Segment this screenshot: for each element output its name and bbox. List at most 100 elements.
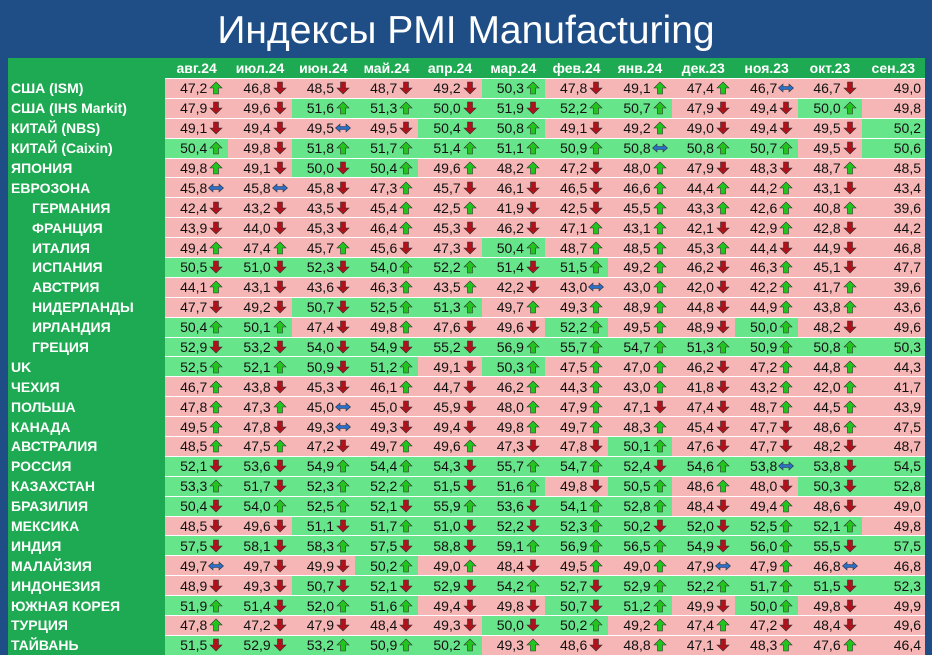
trend-arrow — [842, 320, 857, 334]
cell: 51,0 — [418, 515, 482, 536]
cell: 44,2 — [734, 177, 799, 198]
arrow-shape — [209, 300, 224, 314]
row: ИНДОНЕЗИЯ 48,9 49,3 50,7 52,1 52,9 54,2 52,7 52,… — [8, 575, 925, 596]
cell-value: 49,6 — [433, 438, 461, 455]
arrow-shape — [462, 519, 477, 533]
cell: 53,2 — [228, 336, 292, 357]
cell: 49,3 — [418, 615, 482, 636]
arrow-shape — [462, 261, 477, 274]
trend-arrow — [589, 241, 604, 254]
cell-value: 44,1 — [180, 279, 208, 296]
arrow-shape — [526, 400, 540, 413]
cell: 50,4 — [165, 316, 229, 338]
arrow-shape — [336, 519, 350, 533]
row: ЮЖНАЯ КОРЕЯ 51,9 51,4 52,0 51,6 49,4 49,8 50,7 5… — [8, 595, 925, 616]
cell: 50,9 — [354, 634, 419, 655]
cell-value: 49,2 — [623, 259, 651, 276]
arrow-shape — [399, 201, 414, 215]
cell: 51,6 — [291, 97, 355, 119]
trend-arrow — [272, 221, 287, 235]
arrow-shape — [652, 201, 667, 215]
trend-arrow — [209, 380, 224, 394]
arrow-shape — [336, 459, 350, 473]
trend-arrow — [652, 340, 667, 354]
cell: 44,5 — [798, 396, 862, 417]
trend-arrow — [526, 420, 540, 433]
cell-value: 47,2 — [180, 80, 208, 97]
trend-arrow — [399, 320, 414, 334]
cell: 54,9 — [354, 336, 419, 357]
arrow-shape — [336, 619, 350, 632]
arrow-shape — [716, 639, 730, 652]
arrow-shape — [399, 559, 414, 573]
trend-arrow — [779, 261, 794, 274]
cell-value: 47,6 — [686, 438, 714, 455]
cell: 49,8 — [798, 595, 862, 616]
cell: 51,8 — [291, 137, 355, 159]
arrow-shape — [209, 241, 224, 254]
trend-arrow — [336, 459, 350, 473]
arrow-shape — [336, 201, 350, 215]
arrow-shape — [779, 599, 794, 612]
cell-value: 40,8 — [813, 199, 841, 216]
arrow-shape — [779, 400, 794, 413]
cell-value: 50,4 — [180, 140, 208, 157]
cell: 42,6 — [734, 197, 799, 218]
cell-value: 50,9 — [306, 358, 334, 375]
arrow-shape — [842, 539, 857, 553]
arrow-shape — [842, 599, 857, 613]
cell-value: 44,9 — [750, 299, 778, 316]
trend-arrow — [526, 300, 540, 314]
arrow-shape — [462, 619, 477, 632]
trend-arrow — [399, 340, 414, 354]
trend-arrow — [842, 599, 857, 613]
cell: 43,2 — [734, 376, 799, 397]
trend-arrow — [526, 360, 540, 374]
cell: 47,9 — [671, 555, 735, 576]
cell-value: 51,1 — [306, 518, 334, 535]
cell: 43,1 — [228, 276, 292, 298]
cell-value: 49,3 — [243, 577, 271, 594]
cell: 43,0 — [608, 376, 672, 397]
arrow-shape — [652, 619, 667, 632]
cell: 55,5 — [798, 535, 862, 556]
column-header: апр.24 — [418, 58, 482, 79]
cell: 49,3 — [354, 416, 419, 437]
arrow-shape — [652, 579, 667, 593]
trend-arrow — [209, 539, 224, 553]
arrow-shape — [652, 320, 667, 334]
trend-arrow — [399, 121, 414, 135]
cell: 45,8 — [228, 177, 292, 198]
cell: 49,7 — [165, 555, 229, 576]
cell: 49,9 — [291, 555, 355, 576]
arrow-shape — [652, 499, 667, 513]
trend-arrow — [209, 340, 224, 354]
trend-arrow — [209, 121, 224, 135]
cell-value: 55,5 — [813, 537, 841, 554]
cell: 48,5 — [291, 78, 355, 99]
cell-value: 52,7 — [560, 577, 588, 594]
cell-value: 56,9 — [496, 339, 524, 356]
arrow-shape — [209, 121, 224, 135]
arrow-shape — [526, 519, 540, 533]
cell-value: 48,5 — [623, 239, 651, 256]
trend-arrow — [716, 499, 730, 513]
trend-arrow — [526, 161, 540, 175]
arrow-shape — [716, 221, 730, 235]
arrow-shape — [526, 619, 540, 632]
trend-arrow — [779, 499, 794, 513]
trend-arrow — [336, 241, 350, 254]
trend-arrow — [716, 459, 730, 473]
cell: 50,9 — [734, 336, 799, 357]
trend-arrow — [652, 479, 667, 493]
arrow-shape — [526, 380, 540, 394]
cell: 50,7 — [544, 595, 609, 616]
title: Индексы PMI Manufacturing — [217, 9, 715, 52]
row-name: БРАЗИЛИЯ — [8, 496, 165, 517]
cell-value: 54,9 — [686, 537, 714, 554]
cell: 58,3 — [291, 535, 355, 556]
cell-value: 45,4 — [686, 418, 714, 435]
arrow-shape — [779, 638, 794, 652]
cell: 52,3 — [291, 475, 355, 497]
trend-arrow — [399, 400, 414, 414]
